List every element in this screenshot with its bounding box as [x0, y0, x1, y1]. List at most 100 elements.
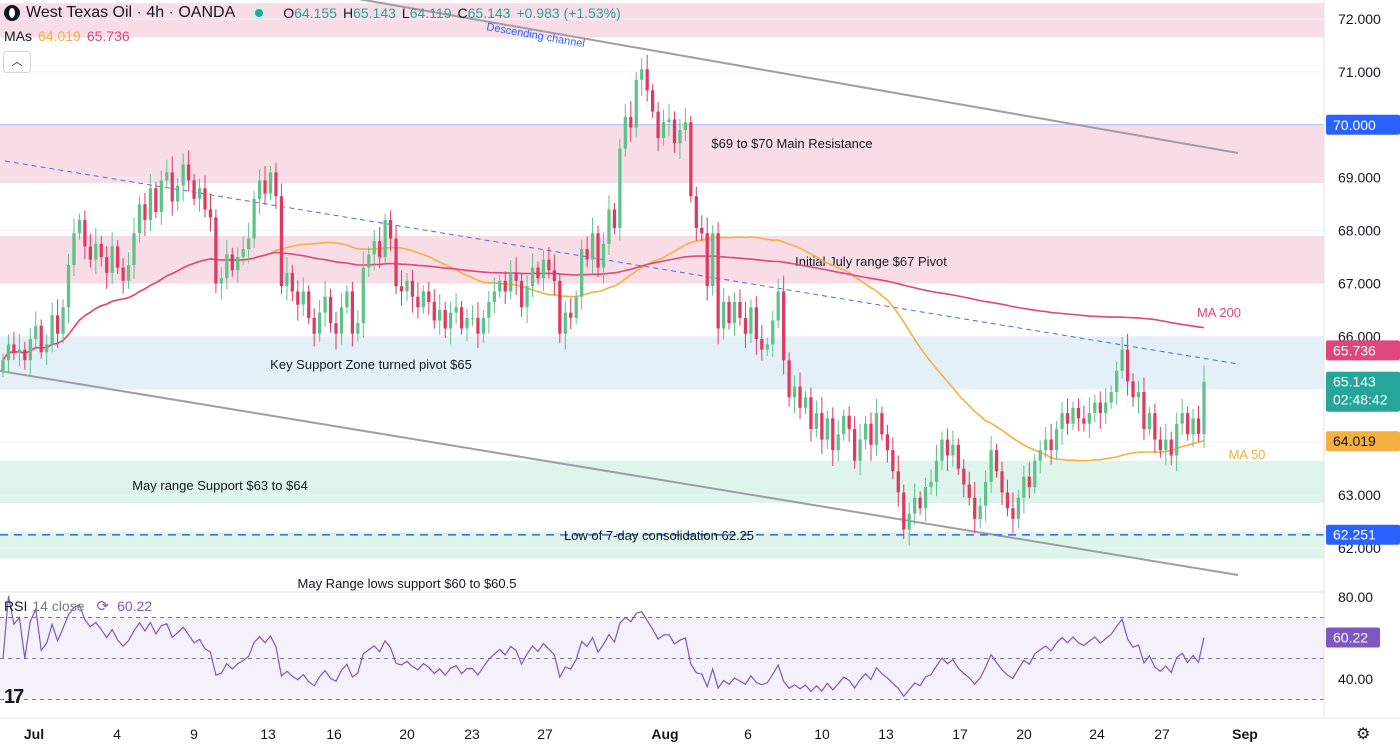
candle	[530, 253, 535, 298]
candle-body	[1000, 471, 1004, 493]
candle-body	[585, 249, 589, 260]
candle-body	[820, 413, 824, 440]
candle-body	[1169, 439, 1173, 456]
candle-body	[23, 349, 27, 361]
candle-body	[476, 317, 480, 334]
candle	[339, 293, 344, 345]
candle	[148, 173, 153, 232]
candle	[383, 213, 387, 264]
candle	[820, 397, 824, 454]
candle	[361, 251, 365, 338]
candle	[1136, 380, 1141, 414]
candle-body	[792, 386, 797, 398]
candle-body	[1131, 381, 1135, 398]
candle	[1, 353, 5, 378]
rsi-tick-label: 80.00	[1338, 589, 1373, 605]
price-label-layer: 70.000 65.736 65.143 02:48:42 64.019 62.251	[1326, 114, 1400, 545]
candle	[470, 305, 475, 326]
zone-layer	[0, 3, 1324, 559]
candle	[6, 334, 11, 373]
ma50-value: 64.019	[38, 28, 81, 44]
candle	[1109, 385, 1113, 409]
candle-body	[580, 249, 584, 297]
candle-body	[716, 233, 720, 329]
candle	[88, 233, 92, 268]
candle-body	[918, 497, 922, 509]
candle	[623, 104, 627, 157]
candle-body	[776, 291, 780, 321]
symbol-title[interactable]: West Texas Oil · 4h · OANDA	[26, 4, 236, 21]
candle	[1054, 421, 1059, 460]
candle-body	[1120, 349, 1124, 371]
candle	[1175, 412, 1179, 472]
candle	[1142, 377, 1146, 441]
candle	[738, 289, 742, 326]
candle-body	[1082, 418, 1086, 424]
candle-body	[263, 180, 267, 194]
candle-body	[55, 315, 60, 334]
zone-label: Initial July range $67 Pivot	[795, 254, 947, 269]
candle-body	[170, 172, 174, 202]
candle	[1033, 454, 1037, 494]
zone-resistance-0	[0, 3, 1324, 38]
candle	[1049, 423, 1053, 465]
price-tag	[1326, 524, 1400, 545]
candle	[683, 107, 688, 142]
high-label: H	[342, 5, 354, 21]
candle-body	[214, 217, 218, 284]
candle-body	[721, 302, 726, 329]
rsi-pane	[0, 591, 1324, 700]
candle	[94, 227, 98, 274]
candle-body	[1027, 476, 1031, 488]
candle-body	[651, 90, 655, 112]
low-label: L	[401, 5, 410, 21]
candle-body	[661, 122, 666, 139]
candle-body	[443, 309, 447, 329]
candle	[1164, 423, 1168, 465]
candle-body	[394, 238, 398, 287]
candle	[847, 406, 851, 442]
candle-body	[72, 233, 76, 265]
candle-body	[312, 317, 316, 334]
candle-body	[17, 349, 22, 353]
candle-body	[738, 302, 742, 318]
candle-body	[536, 267, 540, 279]
candle-body	[771, 320, 775, 345]
candle-body	[503, 280, 507, 292]
candle-body	[1044, 439, 1048, 451]
channel-lower-line	[0, 370, 1239, 576]
ma-legend[interactable]: MAs 64.019 65.736	[4, 28, 130, 44]
price-tick-label: 69.000	[1338, 170, 1381, 186]
candle	[558, 272, 562, 344]
time-tick-label: 17	[952, 726, 968, 742]
candle	[1180, 398, 1184, 435]
high-value: 65.143	[353, 5, 396, 21]
candle-body	[88, 246, 92, 260]
chevron-up-icon[interactable]: ︿	[3, 51, 31, 73]
candle-body	[1104, 402, 1108, 414]
candle	[394, 225, 398, 295]
rsi-legend[interactable]: RSI 14 close ⟳ 60.22	[4, 597, 152, 615]
open-label: O	[283, 5, 295, 21]
candle-body	[962, 468, 966, 485]
tradingview-logo[interactable]: 17	[4, 686, 24, 708]
candle-body	[590, 233, 595, 260]
candle	[667, 103, 671, 137]
candle	[1076, 398, 1081, 432]
candle-body	[1016, 497, 1021, 519]
ma-legend-label: MAs	[4, 28, 32, 44]
candle-body	[328, 296, 333, 324]
gear-icon[interactable]: ⚙	[1356, 726, 1371, 743]
candle	[618, 139, 622, 241]
candle	[1071, 401, 1075, 431]
candle	[405, 272, 409, 301]
sync-icon[interactable]: ⟳	[96, 598, 110, 615]
zone-label: May range Support $63 to $64	[132, 478, 308, 493]
candle-body	[225, 254, 229, 279]
candle	[836, 419, 840, 462]
candle	[514, 257, 518, 296]
candle	[727, 295, 731, 330]
candle-body	[1071, 407, 1075, 424]
